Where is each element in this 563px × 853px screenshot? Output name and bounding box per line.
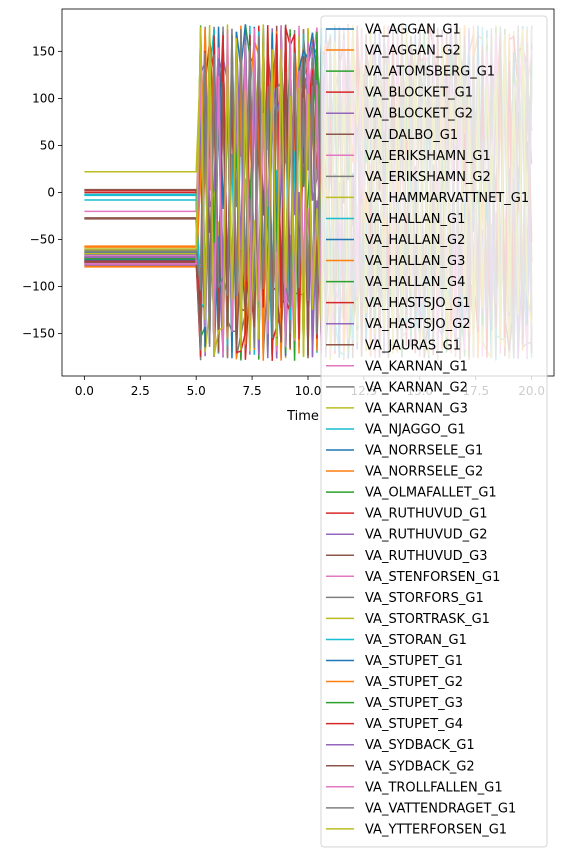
- legend-label: VA_SYDBACK_G1: [365, 738, 475, 753]
- y-axis: 150 100 50 0 −50 −100 −150: [22, 44, 62, 341]
- legend-label: VA_RUTHUVUD_G1: [365, 507, 488, 522]
- legend-label: VA_STENFORSEN_G1: [365, 570, 500, 585]
- x-tick-label: 5.0: [187, 384, 206, 398]
- legend-label: VA_KARNAN_G3: [365, 401, 468, 416]
- legend-label: VA_AGGAN_G2: [365, 44, 461, 59]
- legend-label: VA_DALBO_G1: [365, 128, 458, 143]
- legend-label: VA_NORRSELE_G2: [365, 465, 483, 480]
- legend-label: VA_STORAN_G1: [365, 633, 467, 648]
- legend-label: VA_NJAGGO_G1: [365, 422, 466, 437]
- legend-label: VA_KARNAN_G1: [365, 359, 468, 374]
- legend: VA_AGGAN_G1 VA_AGGAN_G2 VA_ATOMSBERG_G1 VA_…: [320, 15, 548, 848]
- legend-label: VA_STUPET_G3: [365, 696, 463, 711]
- legend-label: VA_AGGAN_G1: [365, 23, 461, 38]
- y-tick-label: 100: [32, 91, 55, 105]
- y-tick-label: 150: [32, 44, 55, 58]
- legend-label: VA_ERIKSHAMN_G1: [365, 149, 491, 164]
- legend-label: VA_STUPET_G2: [365, 675, 463, 690]
- y-tick-label: −100: [22, 280, 55, 294]
- legend-label: VA_JAURAS_G1: [365, 338, 461, 353]
- y-tick-label: 0: [47, 186, 55, 200]
- legend-label: VA_RUTHUVUD_G3: [365, 549, 488, 564]
- x-tick-label: 7.5: [243, 384, 262, 398]
- legend-label: VA_BLOCKET_G2: [365, 107, 473, 122]
- legend-label: VA_OLMAFALLET_G1: [365, 486, 497, 501]
- legend-box: [320, 15, 548, 848]
- x-tick-label: 10.0: [295, 384, 322, 398]
- legend-label: VA_HASTSJO_G1: [365, 296, 470, 311]
- x-axis-label: Time: [286, 409, 319, 424]
- legend-label: VA_VATTENDRAGET_G1: [365, 801, 516, 816]
- legend-label: VA_TROLLFALLEN_G1: [365, 780, 503, 795]
- legend-label: VA_STORTRASK_G1: [365, 612, 490, 627]
- y-tick-label: −150: [22, 327, 55, 341]
- y-tick-label: 50: [40, 138, 55, 152]
- legend-label: VA_HALLAN_G2: [365, 233, 465, 248]
- x-tick-label: 0.0: [75, 384, 94, 398]
- legend-label: VA_STUPET_G1: [365, 654, 463, 669]
- legend-label: VA_NORRSELE_G1: [365, 444, 483, 459]
- legend-label: VA_HASTSJO_G2: [365, 317, 470, 332]
- legend-label: VA_STORFORS_G1: [365, 591, 484, 606]
- legend-label: VA_ATOMSBERG_G1: [365, 65, 495, 80]
- legend-label: VA_ERIKSHAMN_G2: [365, 170, 491, 185]
- legend-label: VA_KARNAN_G2: [365, 380, 468, 395]
- y-tick-label: −50: [30, 233, 55, 247]
- legend-label: VA_STUPET_G4: [365, 717, 463, 732]
- legend-label: VA_RUTHUVUD_G2: [365, 528, 488, 543]
- legend-label: VA_HALLAN_G4: [365, 275, 465, 290]
- legend-label: VA_HALLAN_G1: [365, 212, 465, 227]
- x-tick-label: 2.5: [131, 384, 150, 398]
- legend-label: VA_HALLAN_G3: [365, 254, 465, 269]
- legend-label: VA_HAMMARVATTNET_G1: [365, 191, 529, 206]
- legend-label: VA_SYDBACK_G2: [365, 759, 475, 774]
- legend-label: VA_YTTERFORSEN_G1: [365, 822, 507, 837]
- legend-label: VA_BLOCKET_G1: [365, 86, 473, 101]
